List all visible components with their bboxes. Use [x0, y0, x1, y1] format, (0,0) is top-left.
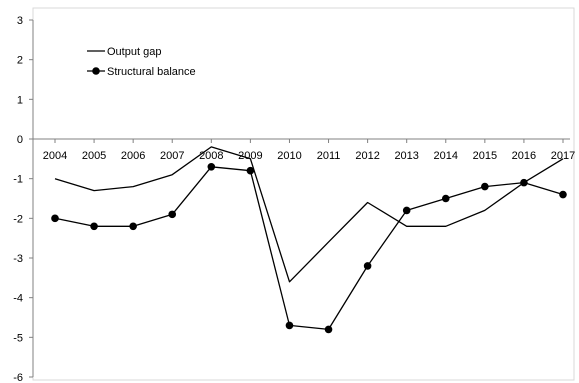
series-line-structural-balance — [54, 166, 564, 331]
legend-label: Structural balance — [107, 66, 196, 78]
y-tick-label: 3 — [17, 15, 23, 27]
y-tick-label: -6 — [13, 372, 23, 383]
x-tick-label: 2013 — [394, 150, 418, 162]
y-tick-label: -3 — [13, 253, 23, 265]
y-tick-label: -4 — [13, 293, 23, 305]
legend-marker — [92, 67, 100, 75]
data-point — [481, 182, 489, 191]
legend: Output gap Structural balance — [87, 46, 196, 78]
data-point — [129, 222, 137, 231]
x-tick-label: 2005 — [82, 150, 106, 162]
y-tick-label: -5 — [13, 332, 23, 344]
data-point — [168, 210, 177, 219]
data-point — [51, 214, 59, 223]
data-point — [207, 162, 216, 171]
x-tick-label: 2004 — [43, 150, 67, 162]
data-point — [559, 190, 567, 199]
x-tick-label: 2015 — [473, 150, 497, 162]
x-tick-label: 2012 — [355, 150, 379, 162]
x-tick-label: 2017 — [551, 150, 575, 162]
axes: 3 2 1 0 -1 -2 -3 -4 -5 -6 2004 2005 2006 2007 2008 2009… — [13, 7, 575, 383]
x-tick-label: 2008 — [199, 150, 223, 162]
data-point — [285, 321, 294, 330]
y-tick-label: -2 — [13, 213, 23, 225]
x-tick-label: 2014 — [434, 150, 458, 162]
data-point — [246, 166, 255, 175]
y-tick-label: 0 — [17, 134, 23, 146]
x-tick-label: 2011 — [317, 150, 341, 162]
plot-frame — [32, 7, 575, 381]
x-tick-label: 2007 — [160, 150, 184, 162]
series-line-output-gap — [54, 146, 564, 283]
y-tick-label: -1 — [13, 174, 23, 186]
x-tick-label: 2006 — [121, 150, 145, 162]
x-tick-label: 2010 — [277, 150, 301, 162]
data-point — [441, 194, 450, 203]
x-tick-label: 2009 — [238, 150, 262, 162]
data-point — [324, 325, 333, 334]
y-tick-label: 2 — [17, 55, 23, 67]
data-point — [363, 262, 372, 270]
data-point — [90, 222, 98, 231]
x-tick-label: 2016 — [512, 150, 536, 162]
legend-label: Output gap — [107, 46, 161, 58]
y-tick-label: 1 — [17, 94, 23, 106]
data-point — [402, 206, 411, 215]
data-point — [520, 178, 528, 187]
series-layer — [51, 146, 567, 334]
